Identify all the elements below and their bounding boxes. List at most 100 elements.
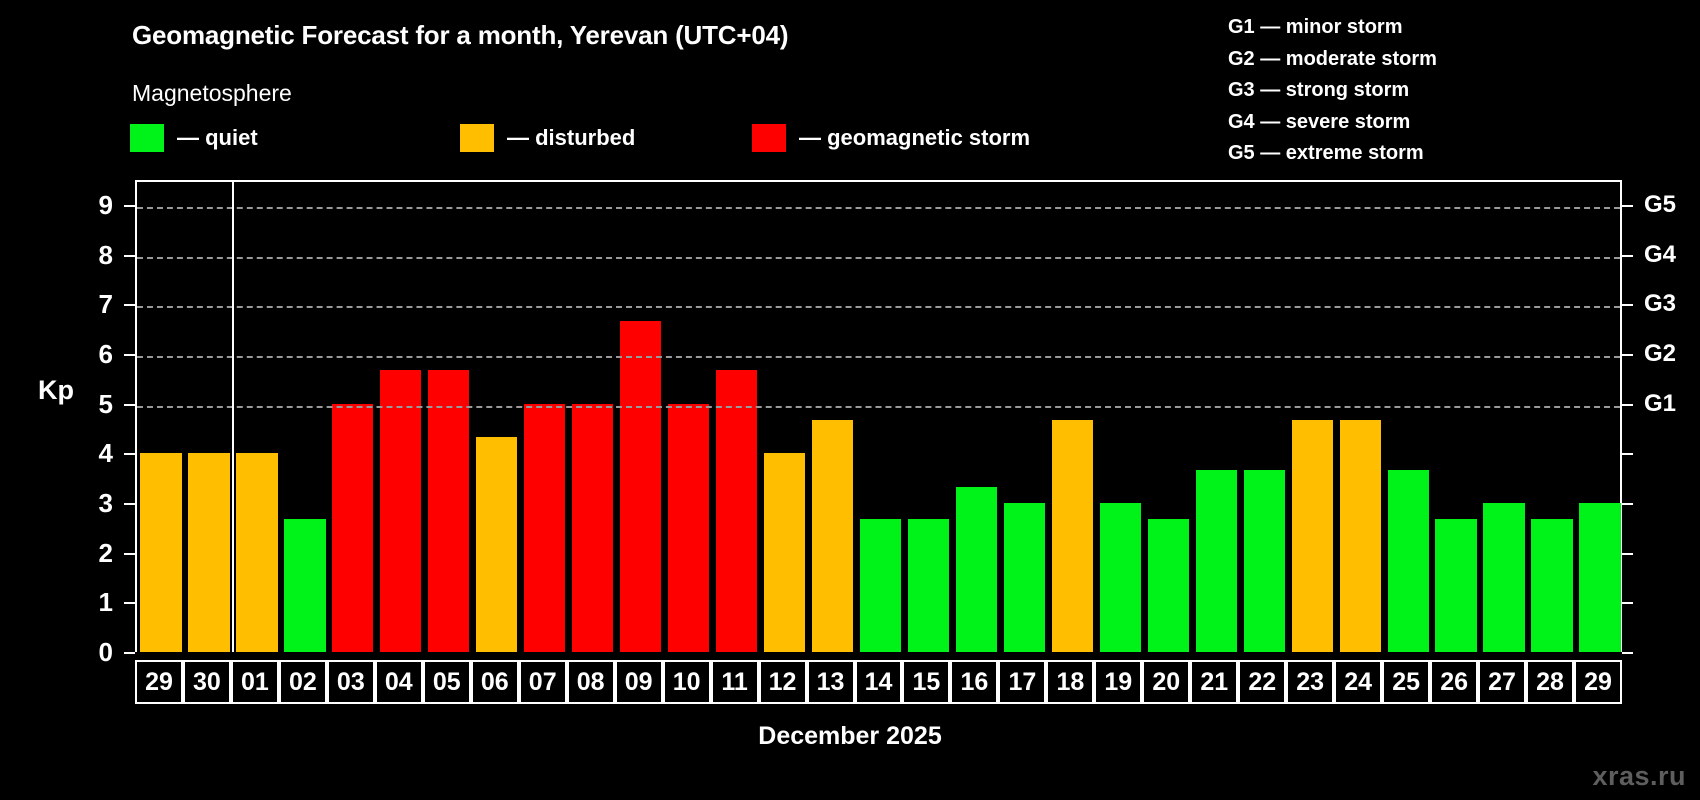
legend-swatch-disturbed-icon	[460, 124, 494, 152]
day-label-21-22: 21	[1190, 660, 1239, 704]
bar-day-30	[188, 453, 230, 652]
g-scale-key-row-5: G5 — extreme storm	[1228, 142, 1424, 164]
legend-swatch-quiet-icon	[130, 124, 164, 152]
y-tick-mark-6	[124, 353, 135, 356]
bars-layer	[137, 182, 1621, 652]
y-tick-label-2: 2	[98, 537, 113, 568]
bar-day-03	[332, 403, 374, 652]
day-label-19-20: 19	[1094, 660, 1143, 704]
bar-day-19	[1099, 502, 1141, 652]
page-title: Geomagnetic Forecast for a month, Yereva…	[132, 20, 789, 50]
bar-day-04	[380, 370, 422, 652]
y-tick-mark-1	[124, 602, 135, 605]
day-label-02-3: 02	[278, 660, 327, 704]
day-label-29-0: 29	[135, 660, 183, 704]
gridline-kp-9	[137, 206, 1620, 209]
day-label-09-10: 09	[614, 660, 663, 704]
g-tick-mark-G1	[1622, 403, 1633, 406]
day-label-11-12: 11	[710, 660, 759, 704]
x-axis-day-labels: 29 30 01 02 03 04 05 06 07 08 09 10 11 12 13 14 15 16 17 18…	[135, 660, 1622, 704]
day-label-17-18: 17	[998, 660, 1047, 704]
y-tick-mark-8	[124, 254, 135, 257]
gridline-kp-7	[137, 306, 1620, 309]
day-label-10-11: 10	[662, 660, 711, 704]
y-axis: 0 1 2 3 4 5 6 7 8 9	[0, 180, 135, 665]
y-tick-label-6: 6	[98, 338, 113, 369]
g-scale-key-row-3: G3 — strong storm	[1228, 79, 1410, 101]
g-axis-minor-tick-2	[1622, 552, 1633, 555]
day-label-15-16: 15	[902, 660, 951, 704]
day-label-30-1: 30	[182, 660, 231, 704]
y-tick-label-3: 3	[98, 487, 113, 518]
bar-day-15	[907, 519, 950, 652]
month-divider	[231, 182, 234, 652]
day-label-03-4: 03	[326, 660, 375, 704]
legend-item-quiet: — quiet	[130, 122, 258, 154]
day-label-22-23: 22	[1238, 660, 1287, 704]
magnetosphere-label: Magnetosphere	[132, 80, 292, 106]
legend-swatch-storm-icon	[752, 124, 786, 152]
y-axis-title: Kp	[38, 375, 74, 405]
day-label-23-24: 23	[1286, 660, 1335, 704]
g-tick-mark-G3	[1622, 304, 1633, 307]
day-label-24-25: 24	[1334, 660, 1383, 704]
g-axis-minor-tick-3	[1622, 502, 1633, 505]
g-tick-label-G5: G5	[1644, 190, 1677, 218]
day-label-12-13: 12	[758, 660, 807, 704]
day-label-26-27: 26	[1430, 660, 1479, 704]
legend-label-disturbed: — disturbed	[507, 125, 636, 150]
g-axis-minor-tick-1	[1622, 602, 1633, 605]
plot-inner	[137, 182, 1621, 652]
bar-day-24	[1339, 419, 1381, 652]
bar-day-06	[476, 436, 518, 652]
day-label-07-8: 07	[518, 660, 567, 704]
legend-item-storm: — geomagnetic storm	[752, 122, 1030, 154]
day-label-14-15: 14	[854, 660, 903, 704]
bar-day-01	[236, 453, 278, 652]
day-label-13-14: 13	[806, 660, 855, 704]
bar-day-21	[1195, 469, 1237, 652]
g-scale-key-row-2: G2 — moderate storm	[1228, 47, 1437, 70]
gridline-kp-8	[137, 256, 1620, 259]
legend-label-quiet: — quiet	[177, 125, 258, 150]
watermark: xras.ru	[1592, 761, 1686, 791]
bar-day-12	[763, 453, 806, 652]
bar-day-25	[1387, 469, 1429, 652]
day-label-18-19: 18	[1046, 660, 1095, 704]
y-tick-label-4: 4	[98, 438, 113, 469]
bar-day-29	[140, 453, 182, 652]
y-tick-mark-5	[124, 403, 135, 406]
g-scale-key-row-1: G1 — minor storm	[1228, 16, 1403, 38]
legend-label-storm: — geomagnetic storm	[799, 125, 1031, 150]
bar-day-02	[284, 519, 326, 652]
y-tick-mark-2	[124, 552, 135, 555]
g-scale-axis: G1 G2 G3 G4 G5	[1622, 180, 1700, 654]
g-tick-mark-G5	[1622, 204, 1633, 207]
gridline-kp-5	[137, 405, 1620, 408]
y-tick-label-9: 9	[98, 189, 113, 220]
y-tick-label-0: 0	[98, 637, 113, 667]
y-tick-mark-0	[124, 652, 135, 654]
bar-day-17	[1003, 502, 1046, 652]
day-label-27-28: 27	[1478, 660, 1527, 704]
g-tick-label-G3: G3	[1644, 290, 1677, 318]
g-axis-minor-tick-4	[1622, 453, 1633, 456]
x-axis-title: December 2025	[758, 722, 942, 750]
g-tick-label-G1: G1	[1644, 389, 1677, 417]
g-tick-label-G2: G2	[1644, 339, 1677, 367]
day-label-28-29: 28	[1526, 660, 1575, 704]
bar-day-20	[1147, 519, 1189, 652]
bar-day-05	[428, 370, 470, 652]
y-tick-mark-4	[124, 453, 135, 456]
y-tick-mark-7	[124, 304, 135, 307]
g-scale-key: G1 — minor storm G2 — moderate storm G3 — …	[1228, 12, 1437, 170]
plot-area	[135, 180, 1622, 652]
bar-day-10	[668, 403, 710, 652]
bar-day-09	[620, 320, 662, 652]
bar-day-11	[715, 370, 758, 652]
day-label-08-9: 08	[566, 660, 615, 704]
g-axis-minor-tick-0	[1622, 652, 1633, 654]
bar-day-14	[859, 519, 902, 652]
bar-day-18	[1051, 419, 1093, 652]
bar-day-13	[811, 419, 854, 652]
